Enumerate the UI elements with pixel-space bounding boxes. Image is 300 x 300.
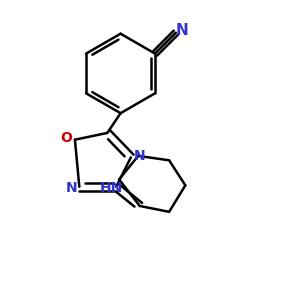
Text: HN: HN <box>100 181 123 195</box>
Text: O: O <box>61 131 73 145</box>
Text: N: N <box>176 23 189 38</box>
Text: N: N <box>133 149 145 163</box>
Text: N: N <box>65 181 77 195</box>
